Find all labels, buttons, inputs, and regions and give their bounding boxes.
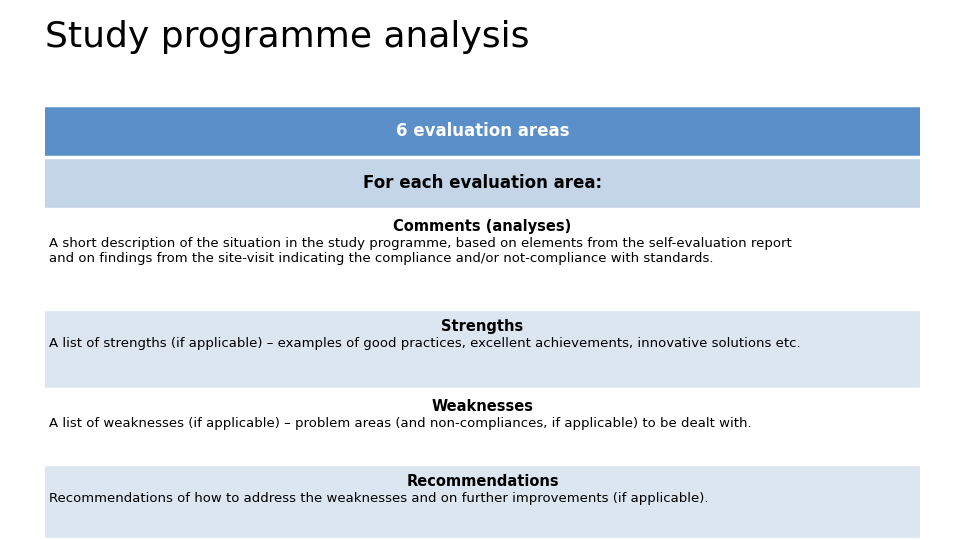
Text: 6 evaluation areas: 6 evaluation areas [396,122,569,140]
Text: Comments (analyses): Comments (analyses) [394,219,571,234]
Bar [45,539,920,540]
Text: Study programme analysis: Study programme analysis [45,20,530,54]
Bar [45,389,920,464]
Text: Recommendations: Recommendations [406,474,559,489]
Bar [45,464,920,539]
Text: For each evaluation area:: For each evaluation area: [363,174,602,192]
Bar [45,209,920,309]
Bar [45,157,920,209]
Text: A list of strengths (if applicable) – examples of good practices, excellent achi: A list of strengths (if applicable) – ex… [49,337,801,350]
Text: Weaknesses: Weaknesses [431,399,534,414]
Text: A list of weaknesses (if applicable) – problem areas (and non-compliances, if ap: A list of weaknesses (if applicable) – p… [49,417,752,430]
Bar [45,309,920,389]
Bar [45,105,920,157]
Text: A short description of the situation in the study programme, based on elements f: A short description of the situation in … [49,237,792,265]
Text: Recommendations of how to address the weaknesses and on further improvements (if: Recommendations of how to address the we… [49,492,708,505]
Text: Strengths: Strengths [442,319,523,334]
